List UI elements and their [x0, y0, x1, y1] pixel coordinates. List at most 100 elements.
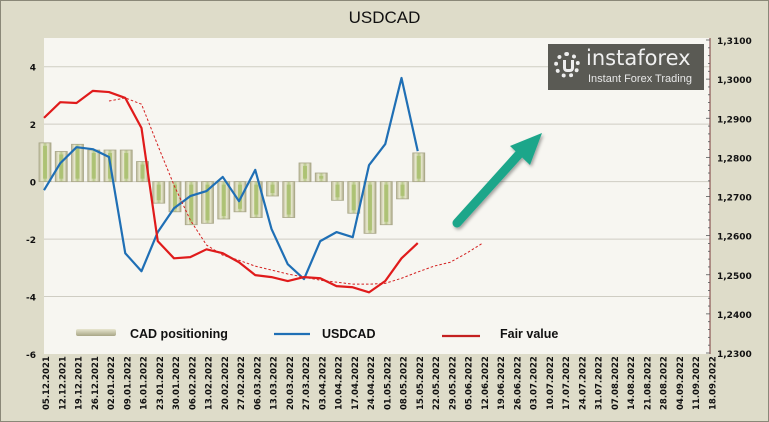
bar [152, 181, 166, 204]
x-tick-label: 31.07.2022 [595, 356, 605, 410]
bar-core [205, 184, 210, 221]
bar [38, 142, 52, 183]
series-line-fair-value-lagged-projection [108, 97, 484, 285]
x-tick-label: 03.04.2022 [318, 356, 328, 410]
x-tick-label: 10.07.2022 [546, 356, 556, 410]
bar-core [140, 164, 145, 179]
x-tick-label: 06.02.2022 [188, 356, 198, 410]
bar-core [173, 184, 177, 209]
x-tick-label: 07.08.2022 [611, 356, 621, 410]
bar [184, 181, 198, 226]
bar [298, 162, 312, 183]
x-tick-label: 12.06.2022 [481, 356, 491, 410]
bar-core [238, 184, 242, 209]
bar [347, 181, 361, 214]
bar [379, 181, 393, 226]
x-tick-label: 23.01.2022 [156, 356, 166, 410]
x-tick-label: 18.09.2022 [708, 356, 718, 410]
left-axis-ticks: -6 -4 -2 0 2 4 [26, 64, 36, 361]
x-tick-label: 27.03.2022 [302, 356, 312, 410]
bar-core [75, 147, 80, 179]
x-tick-label: 19.06.2022 [497, 356, 507, 410]
x-tick-label: 09.01.2022 [123, 356, 133, 410]
upside-arrow-icon [452, 133, 542, 228]
x-tick-label: 30.01.2022 [172, 356, 182, 410]
bar [233, 181, 247, 213]
x-tick-label: 17.07.2022 [562, 356, 572, 410]
x-tick-label: 17.04.2022 [351, 356, 361, 410]
right-tick-label: 1,2400 [717, 311, 752, 321]
x-tick-label: 05.12.2021 [42, 356, 52, 410]
right-tick-label: 1,2500 [717, 272, 752, 282]
x-tick-label: 28.08.2022 [660, 356, 670, 410]
watermark-brand: instaforex [586, 46, 691, 70]
x-tick-label: 16.01.2022 [140, 356, 150, 410]
x-tick-label: 02.01.2022 [107, 356, 117, 410]
bar-core [270, 184, 275, 193]
line-series [43, 76, 484, 294]
bar-core [91, 153, 96, 179]
bar-core [368, 184, 372, 231]
right-tick-label: 1,2900 [717, 115, 752, 125]
bar-core [156, 184, 161, 201]
bar [282, 181, 296, 218]
legend: CAD positioning USDCAD Fair value [76, 327, 558, 341]
x-tick-label: 08.05.2022 [400, 356, 410, 410]
bar-core [124, 153, 129, 179]
bar [331, 181, 344, 201]
x-tick-label: 24.07.2022 [578, 356, 588, 410]
right-tick-label: 1,2300 [717, 350, 752, 360]
bar [266, 181, 279, 197]
bar-core [43, 145, 47, 179]
left-tick-label: -2 [26, 236, 36, 246]
left-tick-label: 0 [30, 179, 36, 189]
right-tick-label: 1,2700 [717, 194, 752, 204]
bar-core [221, 184, 226, 216]
bar [363, 181, 377, 234]
legend-label-usdcad: USDCAD [322, 327, 375, 341]
right-tick-label: 1,3000 [717, 76, 752, 86]
right-tick-label: 1,2600 [717, 233, 752, 243]
x-tick-label: 05.06.2022 [465, 356, 475, 410]
x-tick-label: 14.08.2022 [627, 356, 637, 410]
legend-label-cad-positioning: CAD positioning [130, 327, 228, 341]
left-tick-label: 4 [30, 64, 36, 74]
x-tick-label: 20.03.2022 [286, 356, 296, 410]
legend-swatch-cad-positioning [76, 329, 116, 336]
bar-core [303, 165, 307, 179]
x-tick-label: 03.07.2022 [530, 356, 540, 410]
watermark-tagline: Instant Forex Trading [588, 73, 692, 85]
bar-core [59, 154, 64, 179]
x-axis-ticks: 05.12.2021 12.12.2021 19.12.2021 26.12.2021… [42, 356, 718, 410]
bar-core [351, 184, 356, 211]
x-tick-label: 26.06.2022 [513, 356, 523, 410]
x-tick-label: 12.12.2021 [58, 356, 68, 410]
bar-core [319, 176, 324, 179]
x-tick-label: 27.02.2022 [237, 356, 247, 410]
bar [217, 181, 231, 220]
bar-core [189, 184, 194, 222]
x-tick-label: 29.05.2022 [448, 356, 458, 410]
legend-label-fair-value: Fair value [500, 327, 558, 341]
bar-core [335, 184, 340, 198]
bar [314, 172, 328, 183]
right-tick-label: 1,2800 [717, 154, 752, 164]
chart-title: USDCAD [348, 8, 421, 27]
x-tick-label: 15.05.2022 [416, 356, 426, 410]
x-tick-label: 22.05.2022 [432, 356, 442, 410]
x-tick-label: 04.09.2022 [676, 356, 686, 410]
x-tick-label: 20.02.2022 [221, 356, 231, 410]
bar-core [254, 184, 259, 215]
left-tick-label: -6 [26, 351, 36, 361]
x-tick-label: 19.12.2021 [75, 356, 85, 410]
x-tick-label: 13.02.2022 [205, 356, 215, 410]
left-tick-label: -4 [26, 294, 36, 304]
x-tick-label: 06.03.2022 [253, 356, 263, 410]
bar-core [384, 184, 389, 222]
right-tick-label: 1,3100 [717, 37, 752, 47]
bar-core [286, 184, 291, 215]
x-tick-label: 13.03.2022 [270, 356, 280, 410]
x-tick-label: 24.04.2022 [367, 356, 377, 410]
series-line-usdcad [43, 76, 419, 281]
x-tick-label: 10.04.2022 [335, 356, 345, 410]
